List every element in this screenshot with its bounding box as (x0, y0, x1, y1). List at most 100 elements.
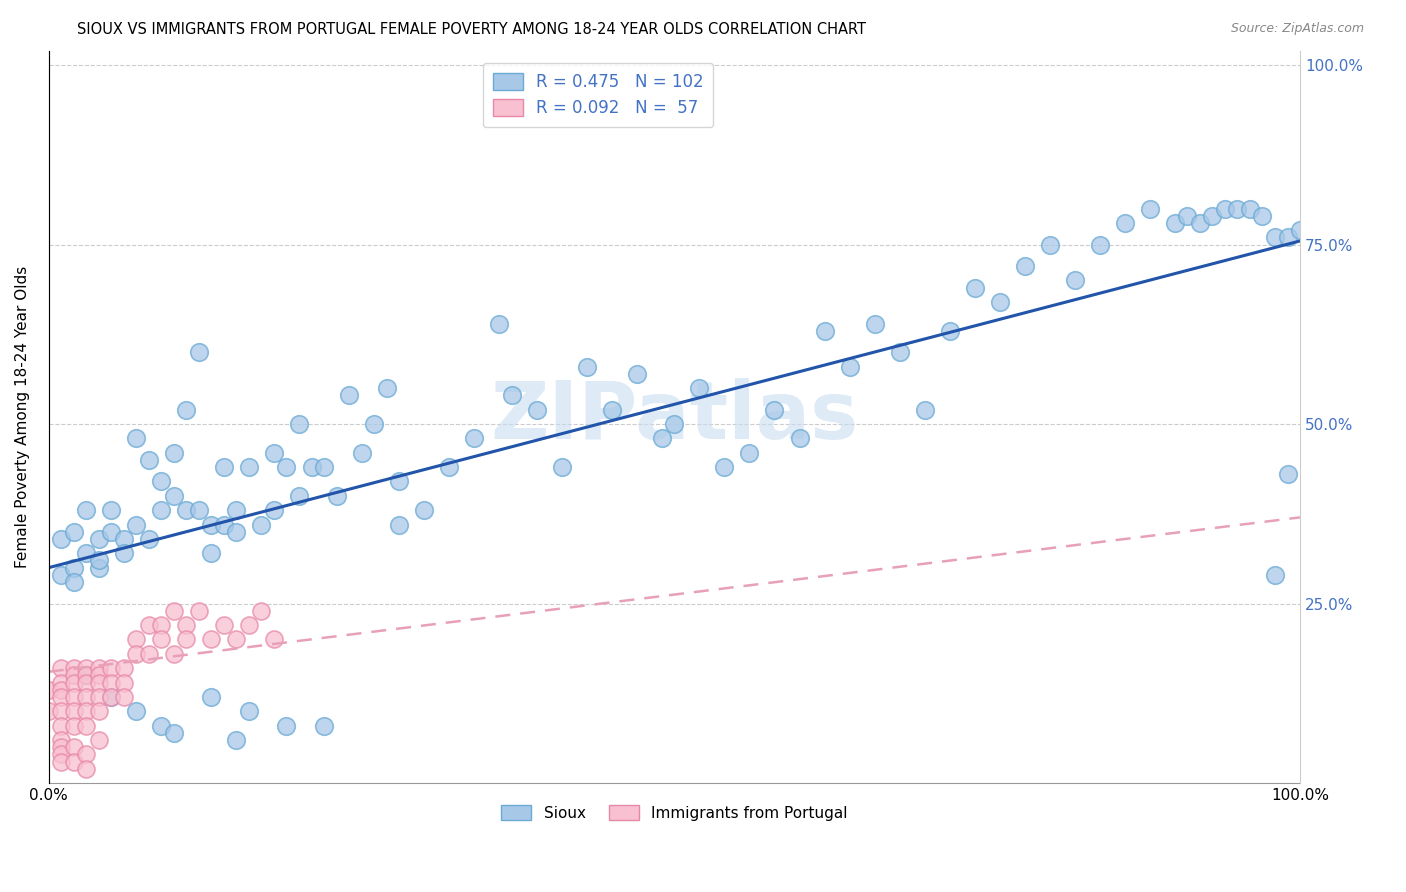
Point (62, 740, 84, 755)
Point (150, 632, 173, 647)
Point (51, 661, 73, 675)
Point (51, 755, 73, 769)
Point (100, 661, 122, 675)
Point (526, 402, 548, 417)
Point (125, 647, 148, 661)
Point (176, 618, 198, 632)
Point (1277, 467, 1299, 482)
Point (51, 532, 73, 546)
Point (125, 704, 148, 718)
Point (138, 453, 160, 467)
Point (51, 567, 73, 582)
Point (889, 345, 911, 359)
Point (250, 604, 273, 618)
Point (187, 604, 209, 618)
Point (62, 661, 84, 675)
Point (1088, 237, 1111, 252)
Point (125, 517, 148, 532)
Point (87, 690, 110, 704)
Point (250, 517, 273, 532)
Point (62, 675, 84, 690)
Point (112, 675, 135, 690)
Point (62, 574, 84, 589)
Point (350, 446, 373, 460)
Point (1114, 216, 1136, 230)
Point (138, 532, 160, 546)
Point (288, 417, 311, 431)
Point (112, 690, 135, 704)
Point (1014, 259, 1036, 273)
Text: ZIPatlas: ZIPatlas (491, 378, 859, 456)
Point (664, 417, 686, 431)
Point (938, 324, 960, 338)
Point (988, 295, 1011, 310)
Point (463, 431, 485, 445)
Point (863, 317, 886, 331)
Point (789, 431, 811, 445)
Point (1264, 567, 1286, 582)
Point (963, 280, 986, 294)
Point (163, 604, 186, 618)
Point (575, 359, 598, 374)
Point (75, 675, 97, 690)
Point (651, 431, 673, 445)
Point (112, 532, 135, 546)
Point (87, 560, 110, 574)
Point (238, 460, 260, 475)
Point (1289, 223, 1312, 237)
Point (75, 503, 97, 517)
Point (62, 704, 84, 718)
Point (225, 733, 247, 747)
Point (51, 704, 73, 718)
Point (1177, 209, 1199, 223)
Point (263, 503, 285, 517)
Point (1188, 216, 1211, 230)
Point (112, 546, 135, 560)
Point (62, 668, 84, 682)
Point (62, 560, 84, 574)
Point (1251, 209, 1274, 223)
Point (914, 402, 936, 417)
Point (225, 632, 247, 647)
Point (87, 532, 110, 546)
Point (51, 747, 73, 762)
Point (1277, 230, 1299, 244)
Point (325, 489, 347, 503)
Point (62, 690, 84, 704)
Point (138, 618, 160, 632)
Point (138, 647, 160, 661)
Point (75, 546, 97, 560)
Point (87, 704, 110, 718)
Y-axis label: Female Poverty Among 18-24 Year Olds: Female Poverty Among 18-24 Year Olds (15, 266, 30, 568)
Point (388, 475, 411, 489)
Point (238, 618, 260, 632)
Point (75, 747, 97, 762)
Point (200, 546, 222, 560)
Point (51, 690, 73, 704)
Point (1139, 202, 1161, 216)
Point (276, 460, 298, 475)
Point (87, 661, 110, 675)
Point (263, 632, 285, 647)
Point (763, 402, 786, 417)
Point (51, 718, 73, 732)
Point (276, 718, 298, 732)
Point (87, 553, 110, 567)
Point (100, 524, 122, 539)
Point (51, 740, 73, 755)
Point (200, 690, 222, 704)
Point (1164, 216, 1187, 230)
Point (62, 755, 84, 769)
Point (1264, 230, 1286, 244)
Point (551, 460, 574, 475)
Point (100, 503, 122, 517)
Point (38, 682, 60, 697)
Point (813, 324, 835, 338)
Point (501, 388, 523, 402)
Point (363, 417, 385, 431)
Point (1201, 209, 1223, 223)
Point (100, 690, 122, 704)
Point (62, 524, 84, 539)
Point (337, 388, 360, 402)
Point (51, 682, 73, 697)
